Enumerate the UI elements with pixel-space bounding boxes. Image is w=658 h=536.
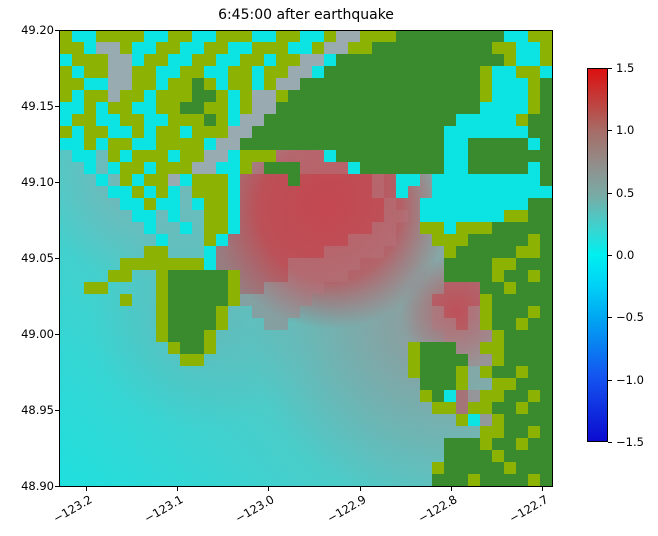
y-axis-tick-mark xyxy=(55,334,59,335)
x-axis-tick-label: −123.1 xyxy=(141,492,186,526)
x-axis-tick-mark xyxy=(360,487,361,491)
x-axis-tick-label: −122.8 xyxy=(415,492,460,526)
colorbar-tick-label: 1.0 xyxy=(616,123,635,137)
y-axis-tick-label: 49.10 xyxy=(21,175,54,189)
colorbar-tick-label: 1.5 xyxy=(616,61,635,75)
y-axis-tick-label: 48.90 xyxy=(21,479,54,493)
y-axis-tick-mark xyxy=(55,30,59,31)
colorbar-tick-mark xyxy=(608,380,612,381)
x-axis-tick-label: −123.2 xyxy=(50,492,95,526)
y-axis-tick-mark xyxy=(55,106,59,107)
x-axis-tick-mark xyxy=(542,487,543,491)
colorbar xyxy=(587,68,608,442)
colorbar-tick-mark xyxy=(608,442,612,443)
colorbar-tick-mark xyxy=(608,317,612,318)
y-axis-tick-mark xyxy=(55,258,59,259)
plot-title: 6:45:00 after earthquake xyxy=(218,7,394,23)
x-axis-tick-mark xyxy=(177,487,178,491)
y-axis-tick-mark xyxy=(55,486,59,487)
y-axis-tick-label: 49.00 xyxy=(21,327,54,341)
colorbar-tick-mark xyxy=(608,193,612,194)
y-axis-tick-label: 49.05 xyxy=(21,251,54,265)
x-axis-tick-mark xyxy=(86,487,87,491)
colorbar-tick-label: −1.0 xyxy=(616,373,644,387)
y-axis-tick-label: 48.95 xyxy=(21,403,54,417)
x-axis-tick-mark xyxy=(451,487,452,491)
colorbar-tick-label: 0.0 xyxy=(616,248,635,262)
colorbar-tick-mark xyxy=(608,130,612,131)
colorbar-gradient xyxy=(588,69,607,441)
x-axis-tick-label: −123.0 xyxy=(232,492,277,526)
colorbar-tick-mark xyxy=(608,255,612,256)
tsunami-amplitude-map-canvas xyxy=(60,31,552,486)
x-axis-tick-label: −122.9 xyxy=(324,492,369,526)
y-axis-tick-mark xyxy=(55,410,59,411)
y-axis-tick-mark xyxy=(55,182,59,183)
x-axis-tick-label: −122.7 xyxy=(506,492,551,526)
x-axis-tick-mark xyxy=(268,487,269,491)
colorbar-tick-mark xyxy=(608,68,612,69)
colorbar-tick-label: 0.5 xyxy=(616,186,635,200)
y-axis-tick-label: 49.20 xyxy=(21,23,54,37)
colorbar-tick-label: −0.5 xyxy=(616,310,644,324)
y-axis-tick-label: 49.15 xyxy=(21,99,54,113)
colorbar-tick-label: −1.5 xyxy=(616,435,644,449)
map-plot xyxy=(59,30,553,487)
